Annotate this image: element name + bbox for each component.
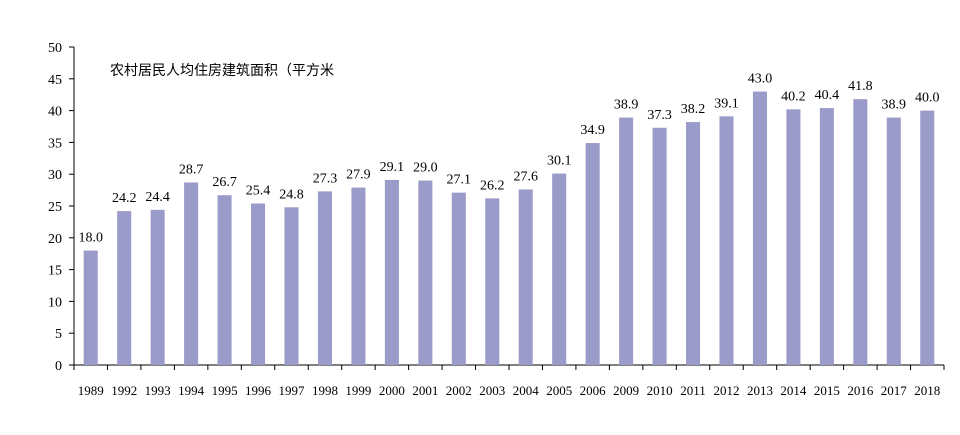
data-label: 18.0 [78, 231, 103, 246]
x-tick-label: 1999 [345, 383, 371, 398]
axes: 0 5 10 15 20 25 30 35 40 45 50 1989 1992 1993 1994 1995… [48, 41, 945, 398]
data-labels: 18.0 24.2 24.4 28.7 26.7 25.4 24.8 27.3 27.9 29.1… [78, 72, 939, 246]
x-tick-label: 1989 [78, 383, 104, 398]
data-label: 26.7 [212, 175, 237, 190]
x-tick-label: 2009 [613, 383, 639, 398]
x-tick-label: 1998 [312, 383, 338, 398]
bar [886, 117, 901, 365]
y-tick-label: 15 [48, 264, 62, 279]
data-label: 30.1 [547, 154, 572, 169]
y-tick-label: 45 [48, 73, 62, 88]
data-label: 39.1 [714, 96, 739, 111]
bar [284, 207, 299, 365]
x-tick-label: 2005 [546, 383, 572, 398]
data-label: 29.0 [413, 161, 438, 176]
data-label: 27.3 [313, 171, 338, 186]
data-label: 29.1 [380, 160, 405, 175]
x-tick-label: 2010 [647, 383, 673, 398]
y-tick-label: 0 [55, 359, 62, 374]
bar [853, 99, 868, 366]
y-tick-label: 10 [48, 295, 62, 310]
bar [786, 109, 801, 365]
chart-title: 农村居民人均住房建筑面积（平方米 [110, 63, 334, 79]
bar [384, 179, 399, 365]
data-label: 27.9 [346, 168, 371, 183]
data-label: 25.4 [246, 183, 271, 198]
bar [585, 143, 600, 365]
bar [351, 187, 366, 365]
x-tick-label: 2000 [379, 383, 405, 398]
bar [83, 250, 98, 365]
bar [819, 108, 834, 365]
y-tick-label: 40 [48, 105, 62, 120]
x-tick-label: 2003 [479, 383, 505, 398]
data-label: 24.2 [112, 191, 137, 206]
data-label: 38.9 [882, 98, 907, 113]
y-tick-label: 35 [48, 136, 62, 151]
data-label: 41.8 [848, 79, 873, 94]
x-tick-label: 2015 [814, 383, 840, 398]
bar [652, 127, 667, 366]
x-tick-label: 1994 [178, 383, 205, 398]
data-label: 24.8 [279, 187, 304, 202]
data-label: 27.1 [447, 173, 472, 188]
x-tick-label: 1997 [279, 383, 306, 398]
x-tick-label: 2006 [580, 383, 607, 398]
y-tick-label: 50 [48, 41, 62, 56]
y-tick-label: 5 [55, 327, 62, 342]
bar [719, 116, 734, 365]
x-tick-label: 2011 [680, 383, 706, 398]
bar [485, 198, 500, 365]
data-label: 37.3 [647, 108, 672, 123]
data-label: 40.0 [915, 91, 940, 106]
x-tick-label: 1996 [245, 383, 272, 398]
x-tick-label: 2018 [914, 383, 940, 398]
data-label: 28.7 [179, 162, 204, 177]
bar [251, 203, 266, 365]
data-label: 40.2 [781, 89, 806, 104]
data-label: 34.9 [580, 123, 605, 138]
x-tick-label: 2002 [446, 383, 472, 398]
data-label: 40.4 [815, 88, 840, 103]
x-tick-label: 2012 [714, 383, 740, 398]
bar [418, 180, 433, 365]
bar [184, 182, 199, 365]
bar [117, 211, 132, 365]
x-tick-label: 1995 [212, 383, 238, 398]
bar [619, 117, 634, 365]
bars [83, 91, 935, 366]
bar [217, 195, 232, 365]
x-tick-label: 2014 [780, 383, 807, 398]
data-label: 38.2 [681, 102, 706, 117]
x-tick-label: 1992 [111, 383, 137, 398]
bar [317, 191, 332, 365]
data-label: 27.6 [513, 169, 538, 184]
y-tick-label: 25 [48, 200, 62, 215]
bar [752, 91, 767, 366]
data-label: 43.0 [748, 72, 773, 87]
bar [451, 192, 466, 365]
y-tick-label: 20 [48, 232, 62, 247]
data-label: 24.4 [145, 190, 170, 205]
x-tick-label: 2016 [847, 383, 874, 398]
x-tick-label: 1993 [145, 383, 171, 398]
data-label: 38.9 [614, 98, 639, 113]
bar [552, 173, 567, 365]
bar [150, 209, 165, 365]
bar [920, 110, 935, 365]
bar [518, 189, 533, 365]
x-tick-label: 2001 [412, 383, 438, 398]
data-label: 26.2 [480, 178, 505, 193]
x-tick-label: 2004 [513, 383, 540, 398]
x-tick-label: 2013 [747, 383, 773, 398]
bar [686, 122, 701, 365]
y-tick-label: 30 [48, 168, 62, 183]
x-tick-label: 2017 [881, 383, 908, 398]
